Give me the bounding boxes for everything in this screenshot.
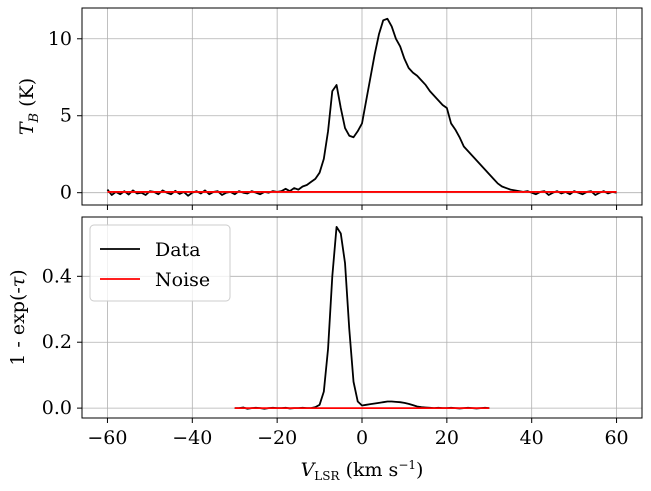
legend-label-data: Data bbox=[155, 239, 201, 261]
top-y-tick-label: 10 bbox=[48, 28, 72, 50]
legend-label-noise: Noise bbox=[155, 269, 210, 291]
bottom-y-tick-label: 0.2 bbox=[42, 331, 72, 353]
top-series bbox=[106, 17, 617, 197]
legend: Data Noise bbox=[89, 224, 231, 302]
bottom-panel: −60 −40 −20 0 20 40 60 0.0 0.2 0.4 1 - exp(-τ) VL… bbox=[7, 216, 643, 483]
bottom-x-tick-label: −20 bbox=[257, 427, 297, 449]
bottom-grid bbox=[82, 217, 642, 418]
bottom-x-tick-label: 60 bbox=[604, 427, 628, 449]
bottom-x-tick-label: 20 bbox=[435, 427, 459, 449]
bottom-x-axis-label: VLSR (km s−1) bbox=[301, 458, 424, 483]
top-panel: 0 5 10 TB (K) bbox=[16, 7, 643, 210]
top-y-tick-label: 0 bbox=[60, 182, 72, 204]
bottom-y-tick-label: 0.0 bbox=[42, 397, 72, 419]
bottom-y-axis-label: 1 - exp(-τ) bbox=[7, 269, 29, 365]
top-y-tick-label: 5 bbox=[60, 105, 72, 127]
bottom-x-tick-label: 40 bbox=[520, 427, 544, 449]
bottom-x-axis-label-text: VLSR (km s−1) bbox=[301, 458, 424, 483]
top-ticks: 0 5 10 bbox=[48, 28, 618, 210]
bottom-series bbox=[234, 225, 490, 410]
top-y-axis-label: TB (K) bbox=[16, 78, 42, 135]
bottom-x-tick-label: 0 bbox=[356, 427, 368, 449]
legend-box bbox=[89, 224, 231, 302]
bottom-x-tick-label: −40 bbox=[172, 427, 212, 449]
bottom-y-axis-label-text: 1 - exp(-τ) bbox=[7, 269, 29, 365]
top-y-axis-label-text: TB (K) bbox=[16, 78, 42, 135]
bottom-x-tick-label: −60 bbox=[87, 427, 127, 449]
bottom-ticks: −60 −40 −20 0 20 40 60 0.0 0.2 0.4 bbox=[42, 265, 629, 449]
bottom-y-tick-label: 0.4 bbox=[42, 265, 72, 287]
